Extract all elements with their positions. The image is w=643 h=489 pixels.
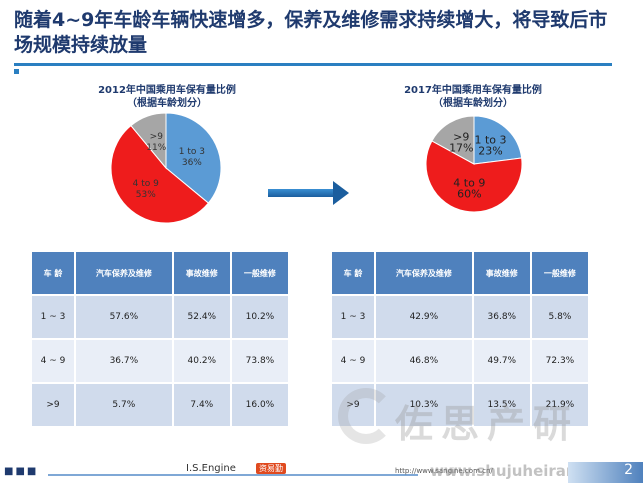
table-cell: 46.8% xyxy=(376,340,472,382)
watermark-text: 佐思产研 xyxy=(395,402,580,446)
table-cell: 1 ~ 3 xyxy=(32,296,74,338)
pie-slice xyxy=(473,115,523,165)
footer-brand: I.S.Engine xyxy=(186,463,236,474)
table-row: 4 ~ 9 36.7% 40.2% 73.8% xyxy=(32,340,288,382)
table-cell: 21.9% xyxy=(531,384,588,426)
pie-slice-label: >9 xyxy=(150,132,164,142)
repair-share-table-left: 车 龄 汽车保养及维修 事故维修 一般维修 1 ~ 3 57.6% 52.4% … xyxy=(30,250,290,428)
pie-slice-label: >9 xyxy=(453,131,469,144)
pie-slice-value: 36% xyxy=(182,158,202,168)
table-cell: 52.4% xyxy=(173,296,230,338)
table-cell: 57.6% xyxy=(76,296,172,338)
transition-arrow-shaft xyxy=(268,189,334,197)
pie-slice-value: 60% xyxy=(457,188,481,201)
pie-chart-2012: 1 to 336% 4 to 953% >911% xyxy=(110,112,222,224)
pie-slice-value: 11% xyxy=(146,143,166,153)
pie-slice xyxy=(165,112,222,204)
pie-slice xyxy=(431,115,475,165)
page-number: 2 xyxy=(568,462,643,483)
col-header-accident: 事故维修 xyxy=(473,252,530,294)
table-row: >9 5.7% 7.4% 16.0% xyxy=(32,384,288,426)
footer-rule xyxy=(48,474,418,476)
table-cell: 36.7% xyxy=(76,340,172,382)
watermark-logo-icon xyxy=(338,388,394,444)
footer-watermark: www.shujuheiran xyxy=(430,462,577,480)
pie-slice-value: 53% xyxy=(136,190,156,200)
table-header-row: 车 龄 汽车保养及维修 事故维修 一般维修 xyxy=(32,252,288,294)
table-cell: >9 xyxy=(32,384,74,426)
pie-2017-title: 2017年中国乘用车保有量比例 xyxy=(404,85,542,96)
transition-arrow-icon xyxy=(333,181,349,205)
table-header-row: 车 龄 汽车保养及维修 事故维修 一般维修 xyxy=(332,252,588,294)
col-header-maintenance: 汽车保养及维修 xyxy=(376,252,472,294)
table-cell: 4 ~ 9 xyxy=(332,340,374,382)
pie-2012-title: 2012年中国乘用车保有量比例 xyxy=(98,85,236,96)
table-cell: 49.7% xyxy=(473,340,530,382)
table-cell: 13.5% xyxy=(473,384,530,426)
footer-url: http://www.sangine.com.cn/ xyxy=(395,467,493,475)
pie-2012-title-block: 2012年中国乘用车保有量比例 （根据车龄划分） xyxy=(82,84,252,110)
pie-slice-label: 4 to 9 xyxy=(133,179,159,189)
pie-chart-2017: 1 to 323% 4 to 960% >917% xyxy=(425,115,523,213)
table-cell: 5.8% xyxy=(531,296,588,338)
table-cell: 73.8% xyxy=(231,340,288,382)
pie-slice xyxy=(110,124,210,224)
pie-slice xyxy=(425,140,523,213)
table-cell: 10.2% xyxy=(231,296,288,338)
pie-2017-title-block: 2017年中国乘用车保有量比例 （根据车龄划分） xyxy=(388,84,558,110)
table-row: 1 ~ 3 42.9% 36.8% 5.8% xyxy=(332,296,588,338)
pie-2012-subtitle: （根据车龄划分） xyxy=(127,98,207,109)
footer-brand-badge: 资易勤 xyxy=(256,463,286,474)
table-cell: 5.7% xyxy=(76,384,172,426)
pie-slice-label: 4 to 9 xyxy=(453,177,485,190)
pie-slice-label: 1 to 3 xyxy=(474,133,506,146)
table-cell: 16.0% xyxy=(231,384,288,426)
footer-dots-icon: ■■■ xyxy=(4,466,39,477)
table-row: 4 ~ 9 46.8% 49.7% 72.3% xyxy=(332,340,588,382)
table-row: 1 ~ 3 57.6% 52.4% 10.2% xyxy=(32,296,288,338)
table-cell: 4 ~ 9 xyxy=(32,340,74,382)
col-header-accident: 事故维修 xyxy=(173,252,230,294)
slide-title: 随着4~9年车龄车辆快速增多，保养及维修需求持续增大，将导致后市场规模持续放量 xyxy=(14,9,608,56)
table-cell: 7.4% xyxy=(173,384,230,426)
table-cell: 72.3% xyxy=(531,340,588,382)
table-cell: 42.9% xyxy=(376,296,472,338)
table-cell: 36.8% xyxy=(473,296,530,338)
table-cell: 40.2% xyxy=(173,340,230,382)
col-header-age: 车 龄 xyxy=(32,252,74,294)
col-header-general: 一般维修 xyxy=(231,252,288,294)
title-underline xyxy=(14,63,612,66)
title-underline-marker xyxy=(14,69,19,74)
col-header-general: 一般维修 xyxy=(531,252,588,294)
pie-slice-value: 23% xyxy=(478,144,502,157)
pie-2017-subtitle: （根据车龄划分） xyxy=(433,98,513,109)
pie-slice-value: 17% xyxy=(449,142,473,155)
pie-slice xyxy=(130,112,167,170)
col-header-maintenance: 汽车保养及维修 xyxy=(76,252,172,294)
table-cell: 1 ~ 3 xyxy=(332,296,374,338)
footer: ■■■ I.S.Engine 资易勤 http://www.sangine.co… xyxy=(0,462,643,489)
col-header-age: 车 龄 xyxy=(332,252,374,294)
pie-slice-label: 1 to 3 xyxy=(179,147,205,157)
